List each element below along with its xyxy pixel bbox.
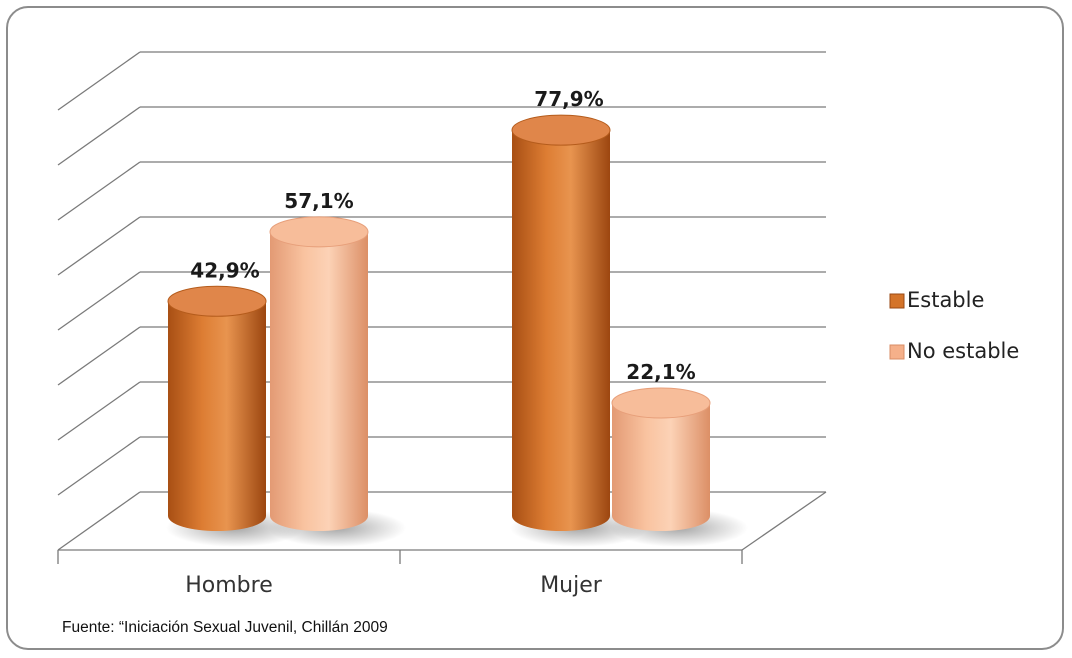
bar-top (611, 387, 711, 419)
gridline-side (57, 381, 141, 441)
bar-top (511, 114, 611, 146)
gridline-side (57, 161, 141, 221)
bar-top (269, 216, 369, 248)
gridline-side (57, 106, 141, 166)
legend-swatch (889, 293, 905, 309)
gridline-side (57, 51, 141, 111)
legend-label: Estable (907, 288, 984, 312)
bar-top (167, 285, 267, 317)
bar-no-estable (270, 231, 368, 531)
x-tick-label: Hombre (185, 573, 273, 598)
bar-estable (512, 130, 610, 531)
floor-right-edge (741, 491, 827, 551)
data-label: 57,1% (284, 189, 353, 213)
source-note: Fuente: “Iniciación Sexual Juvenil, Chil… (62, 619, 388, 636)
data-label: 42,9% (190, 258, 259, 282)
legend-swatch (889, 344, 905, 360)
labels: Hombre Mujer 42,9% 77,9% 57,1% 22,1% (185, 87, 695, 598)
gridline-side (57, 271, 141, 331)
gridline-side (57, 436, 141, 496)
x-tick-label: Mujer (540, 573, 603, 598)
legend-label: No estable (907, 339, 1019, 363)
gridline-side (57, 491, 141, 551)
data-label: 22,1% (626, 360, 695, 384)
legend: Estable No estable (889, 288, 1019, 363)
bar-estable (168, 301, 266, 531)
bars (167, 114, 711, 531)
data-label: 77,9% (534, 87, 603, 111)
gridline-side (57, 216, 141, 276)
gridline-side (57, 326, 141, 386)
bar-no-estable (612, 402, 710, 531)
